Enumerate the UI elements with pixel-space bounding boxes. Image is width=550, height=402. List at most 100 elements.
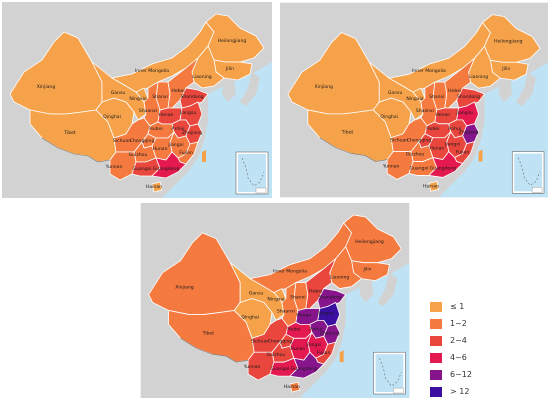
label-yunnan: Yunnan xyxy=(105,164,123,170)
legend-label-5: 6~12 xyxy=(450,370,472,379)
label-guizhou: Guizhou xyxy=(129,152,148,158)
label-yunnan: Yunnan xyxy=(243,364,261,370)
inset-scale-box xyxy=(393,387,404,394)
taiwan-region xyxy=(478,149,483,162)
nine-dash-line xyxy=(517,157,541,186)
label-ningxia: Ningxia xyxy=(129,96,147,102)
label-hubei: Hubei xyxy=(149,126,162,132)
label-shanxi: Shanxi xyxy=(429,94,444,100)
label-shanxi: Shanxi xyxy=(290,295,305,301)
label-zhejiang: Zhejiang xyxy=(182,130,202,136)
label-jiangxi: Jiangxi xyxy=(167,142,183,148)
label-chongqing: Chongqing xyxy=(268,338,293,344)
label-henan: Henan xyxy=(159,112,174,118)
label-guangxi: Guangxi xyxy=(132,166,151,172)
taiwan-region xyxy=(202,150,206,162)
label-shandong: Shandong xyxy=(180,94,203,100)
label-henan: Henan xyxy=(296,312,311,318)
legend-item-1: ≤ 1 xyxy=(430,300,540,315)
label-guangxi: Guangxi xyxy=(270,366,289,372)
inset-sea xyxy=(375,354,404,393)
label-jiangsu: Jiangsu xyxy=(317,310,335,316)
legend-label-3: 2~4 xyxy=(450,336,467,345)
label-tibet: Tibet xyxy=(202,330,215,336)
legend-label-1: ≤ 1 xyxy=(450,302,465,311)
label-heilongjiang: Heilongjiang xyxy=(355,239,384,245)
label-ningxia: Ningxia xyxy=(267,297,284,303)
label-hainan: Hainan xyxy=(284,384,300,390)
legend-item-5: 6~12 xyxy=(430,368,540,383)
label-shaanxi: Shaanxi xyxy=(277,308,295,314)
nine-dash-line xyxy=(379,358,402,387)
legend-swatch-5 xyxy=(430,370,442,380)
border-line xyxy=(180,338,249,363)
border-line xyxy=(319,137,388,162)
china-map-2: Xinjiang Tibet Qinghai Gansu Inner Mongolia H… xyxy=(280,2,548,198)
label-hainan: Hainan xyxy=(146,184,162,190)
japan-land xyxy=(240,72,260,106)
label-jilin: Jilin xyxy=(501,66,510,72)
label-shaanxi: Shaanxi xyxy=(139,108,157,114)
legend-swatch-2 xyxy=(430,319,442,329)
label-henan: Henan xyxy=(435,112,450,118)
label-chongqing: Chongqing xyxy=(407,138,432,144)
china-map-1: Xinjiang Tibet Qinghai Gansu Inner Mongolia H… xyxy=(2,2,272,198)
label-hubei: Hubei xyxy=(426,126,439,132)
korea-land xyxy=(222,80,236,102)
label-guizhou: Guizhou xyxy=(267,352,286,358)
label-tibet: Tibet xyxy=(341,130,354,136)
province-hainan xyxy=(428,180,440,192)
legend: ≤ 1 1~2 2~4 4~6 6~12 > 12 xyxy=(430,300,540,402)
label-gansu: Gansu xyxy=(249,291,264,297)
taiwan-region xyxy=(339,350,344,363)
legend-label-6: > 12 xyxy=(450,387,470,396)
label-heilongjiang: Heilongjiang xyxy=(218,38,247,44)
label-xinjiang: Xinjiang xyxy=(315,84,333,90)
label-zhejiang: Zhejiang xyxy=(459,130,479,136)
province-guangdong xyxy=(151,151,187,179)
label-liaoning: Liaoning xyxy=(469,74,488,80)
legend-swatch-1 xyxy=(430,302,442,312)
label-ningxia: Ningxia xyxy=(406,96,423,102)
nine-dash-line xyxy=(241,157,265,187)
label-fujian: Fujian xyxy=(317,350,331,356)
label-hunan: Hunan xyxy=(429,146,444,152)
label-jiangxi: Jiangxi xyxy=(305,342,321,348)
label-jiangsu: Jiangsu xyxy=(179,110,197,116)
label-innerMongolia: Inner Mongolia xyxy=(135,68,169,74)
label-guangdong: Guangdong xyxy=(153,166,180,172)
label-qinghai: Qinghai xyxy=(241,314,259,320)
legend-swatch-4 xyxy=(430,353,442,363)
label-shandong: Shandong xyxy=(318,295,341,301)
label-chongqing: Chongqing xyxy=(130,138,155,144)
japan-land xyxy=(516,72,537,106)
label-guangxi: Guangxi xyxy=(410,165,429,171)
japan-land xyxy=(377,272,398,307)
label-jilin: Jilin xyxy=(225,66,234,72)
label-hunan: Hunan xyxy=(152,146,167,152)
label-hunan: Hunan xyxy=(290,346,305,352)
label-hebei: Hebei xyxy=(448,88,461,94)
label-hebei: Hebei xyxy=(309,289,322,295)
border-line xyxy=(41,137,111,163)
label-hainan: Hainan xyxy=(423,183,439,189)
map-panel-2: Xinjiang Tibet Qinghai Gansu Inner Mongolia H… xyxy=(280,2,548,198)
label-anhui: Anhui xyxy=(309,326,322,332)
label-fujian: Fujian xyxy=(456,150,470,156)
legend-item-4: 4~6 xyxy=(430,351,540,366)
label-sichuan: Sichuan xyxy=(113,138,131,144)
label-sichuan: Sichuan xyxy=(251,338,269,344)
inset-sea xyxy=(238,154,266,192)
label-yunnan: Yunnan xyxy=(382,163,400,169)
china-map-3: Xinjiang Tibet Qinghai Gansu Inner Mongolia H… xyxy=(140,203,410,398)
label-qinghai: Qinghai xyxy=(380,114,398,120)
label-hebei: Hebei xyxy=(171,88,184,94)
label-gansu: Gansu xyxy=(388,90,403,96)
korea-land xyxy=(359,280,374,303)
label-fujian: Fujian xyxy=(179,150,193,156)
province-guangdong xyxy=(289,351,325,379)
label-shaanxi: Shaanxi xyxy=(416,108,434,114)
label-zhejiang: Zhejiang xyxy=(320,330,340,336)
label-jilin: Jilin xyxy=(363,267,372,273)
label-xinjiang: Xinjiang xyxy=(37,84,56,90)
